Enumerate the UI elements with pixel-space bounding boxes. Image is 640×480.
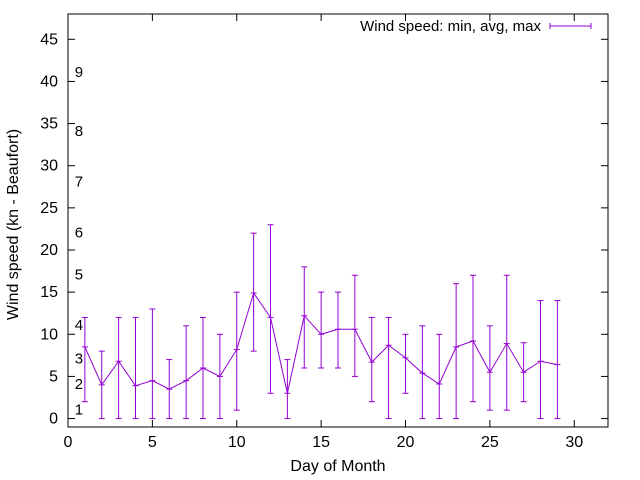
beaufort-label: 8 (75, 123, 83, 140)
x-tick-label: 30 (565, 434, 583, 451)
beaufort-labels: 1 2 3 4 5 6 7 8 9 (75, 64, 83, 418)
beaufort-label: 7 (75, 174, 83, 191)
beaufort-label: 1 (75, 401, 83, 418)
y-axis-label: Wind speed (kn - Beaufort) (5, 129, 22, 320)
beaufort-label: 5 (75, 266, 83, 283)
y-tick-label: 0 (49, 411, 58, 428)
y-tick-label: 35 (40, 116, 58, 133)
beaufort-label: 4 (75, 317, 83, 334)
legend-label: Wind speed: min, avg, max (360, 18, 541, 35)
y-tick-label: 40 (40, 73, 58, 90)
x-tick-label: 5 (148, 434, 157, 451)
beaufort-label: 2 (75, 376, 83, 393)
beaufort-label: 6 (75, 224, 83, 241)
x-tick-label: 15 (312, 434, 330, 451)
x-axis-label: Day of Month (290, 458, 385, 475)
y-tick-label: 15 (40, 284, 58, 301)
x-tick-label: 10 (228, 434, 246, 451)
x-axis-ticks: 0 5 10 15 20 25 30 (64, 14, 583, 451)
y-tick-label: 25 (40, 200, 58, 217)
x-tick-label: 25 (481, 434, 499, 451)
y-tick-label: 45 (40, 31, 58, 48)
beaufort-label: 9 (75, 64, 83, 81)
beaufort-label: 3 (75, 351, 83, 368)
legend: Wind speed: min, avg, max (360, 18, 592, 35)
x-tick-label: 20 (397, 434, 415, 451)
series-layer (81, 224, 561, 420)
y-tick-label: 5 (49, 368, 58, 385)
y-tick-label: 30 (40, 158, 58, 175)
y-tick-label: 20 (40, 242, 58, 259)
y-tick-label: 10 (40, 326, 58, 343)
plot-frame (67, 13, 609, 428)
x-tick-label: 0 (64, 434, 73, 451)
